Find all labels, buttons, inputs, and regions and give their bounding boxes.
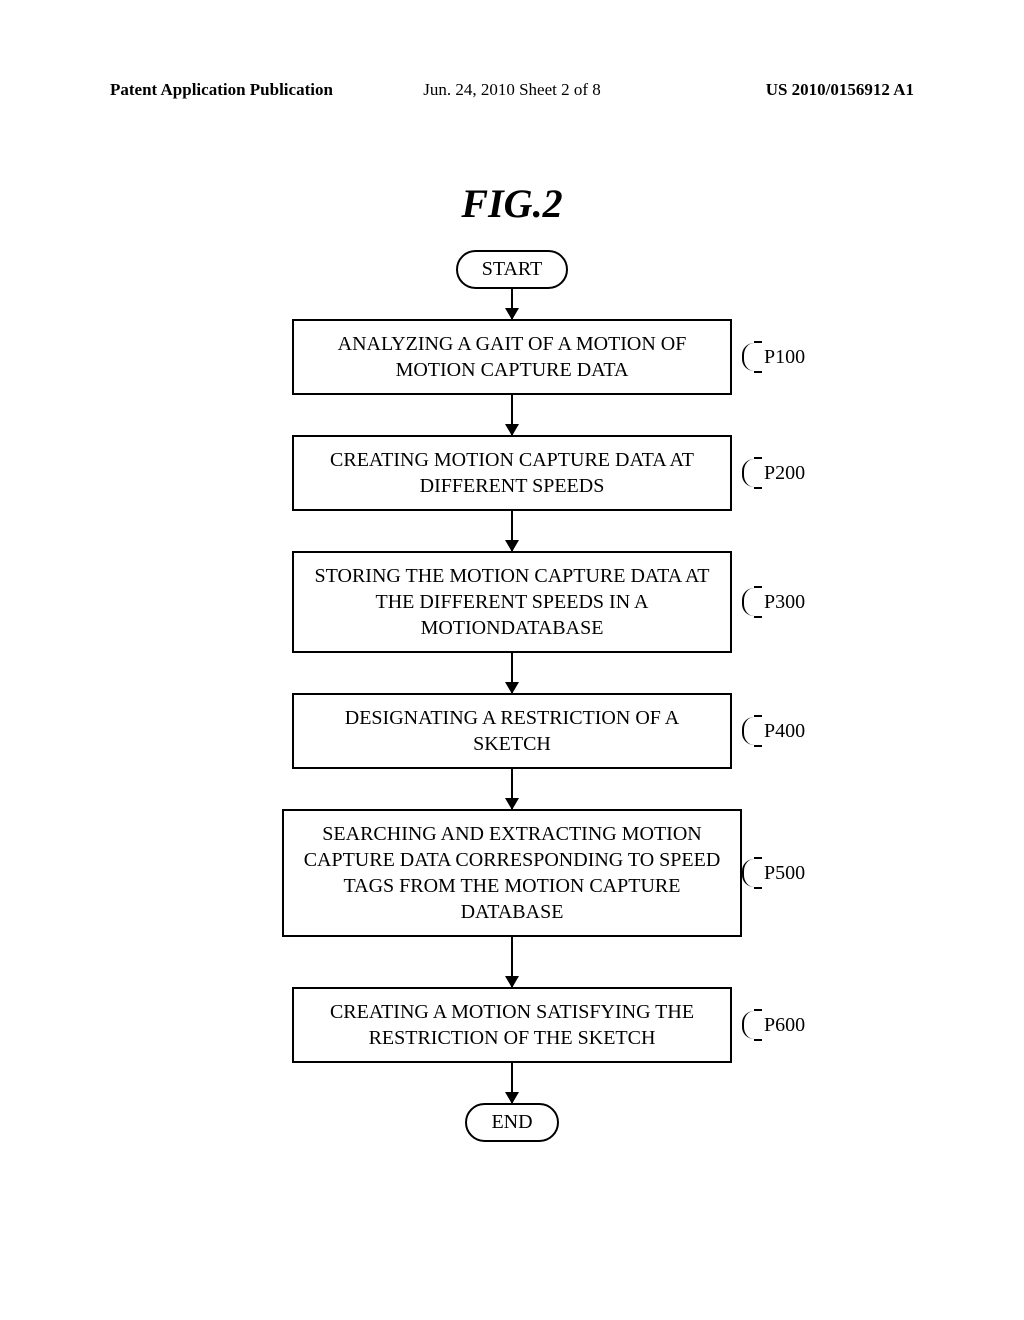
process-box: SEARCHING AND EXTRACTING MOTION CAPTURE …	[282, 809, 742, 937]
step-label-text: P100	[764, 346, 805, 369]
process-box: ANALYZING A GAIT OF A MOTION OF MOTION C…	[292, 319, 732, 395]
process-box: DESIGNATING A RESTRICTION OF A SKETCH	[292, 693, 732, 769]
step-label-text: P300	[764, 591, 805, 614]
figure-title: FIG.2	[461, 180, 562, 227]
arrow	[511, 769, 514, 809]
step-label: P400	[742, 717, 805, 745]
connector-curve	[742, 343, 760, 371]
connector-curve	[742, 717, 760, 745]
step-label: P200	[742, 459, 805, 487]
step-label-text: P400	[764, 720, 805, 743]
step-label-text: P200	[764, 462, 805, 485]
step-label: P300	[742, 588, 805, 616]
arrow	[511, 937, 514, 987]
process-box: CREATING MOTION CAPTURE DATA AT DIFFEREN…	[292, 435, 732, 511]
arrow	[511, 1063, 514, 1103]
flowchart-container: START ANALYZING A GAIT OF A MOTION OF MO…	[212, 250, 812, 1142]
connector-curve	[742, 1011, 760, 1039]
step-label: P100	[742, 343, 805, 371]
step-label: P500	[742, 859, 805, 887]
process-step: SEARCHING AND EXTRACTING MOTION CAPTURE …	[212, 809, 812, 937]
arrow	[511, 511, 514, 551]
process-step: STORING THE MOTION CAPTURE DATA AT THE D…	[212, 551, 812, 653]
connector-curve	[742, 588, 760, 616]
end-terminator: END	[465, 1103, 558, 1142]
connector-curve	[742, 859, 760, 887]
process-step: ANALYZING A GAIT OF A MOTION OF MOTION C…	[212, 319, 812, 395]
page-header: Patent Application Publication Jun. 24, …	[0, 80, 1024, 100]
process-box: CREATING A MOTION SATISFYING THE RESTRIC…	[292, 987, 732, 1063]
arrow	[511, 395, 514, 435]
arrow	[511, 653, 514, 693]
header-patent-number: US 2010/0156912 A1	[766, 80, 914, 100]
process-step: DESIGNATING A RESTRICTION OF A SKETCH P40…	[212, 693, 812, 769]
step-label-text: P600	[764, 1014, 805, 1037]
step-label: P600	[742, 1011, 805, 1039]
header-date-sheet: Jun. 24, 2010 Sheet 2 of 8	[423, 80, 601, 100]
process-box: STORING THE MOTION CAPTURE DATA AT THE D…	[292, 551, 732, 653]
header-publisher: Patent Application Publication	[110, 80, 333, 100]
process-step: CREATING A MOTION SATISFYING THE RESTRIC…	[212, 987, 812, 1063]
arrow	[511, 289, 514, 319]
process-step: CREATING MOTION CAPTURE DATA AT DIFFEREN…	[212, 435, 812, 511]
connector-curve	[742, 459, 760, 487]
start-terminator: START	[456, 250, 569, 289]
flowchart-body: ANALYZING A GAIT OF A MOTION OF MOTION C…	[212, 289, 812, 1103]
step-label-text: P500	[764, 862, 805, 885]
